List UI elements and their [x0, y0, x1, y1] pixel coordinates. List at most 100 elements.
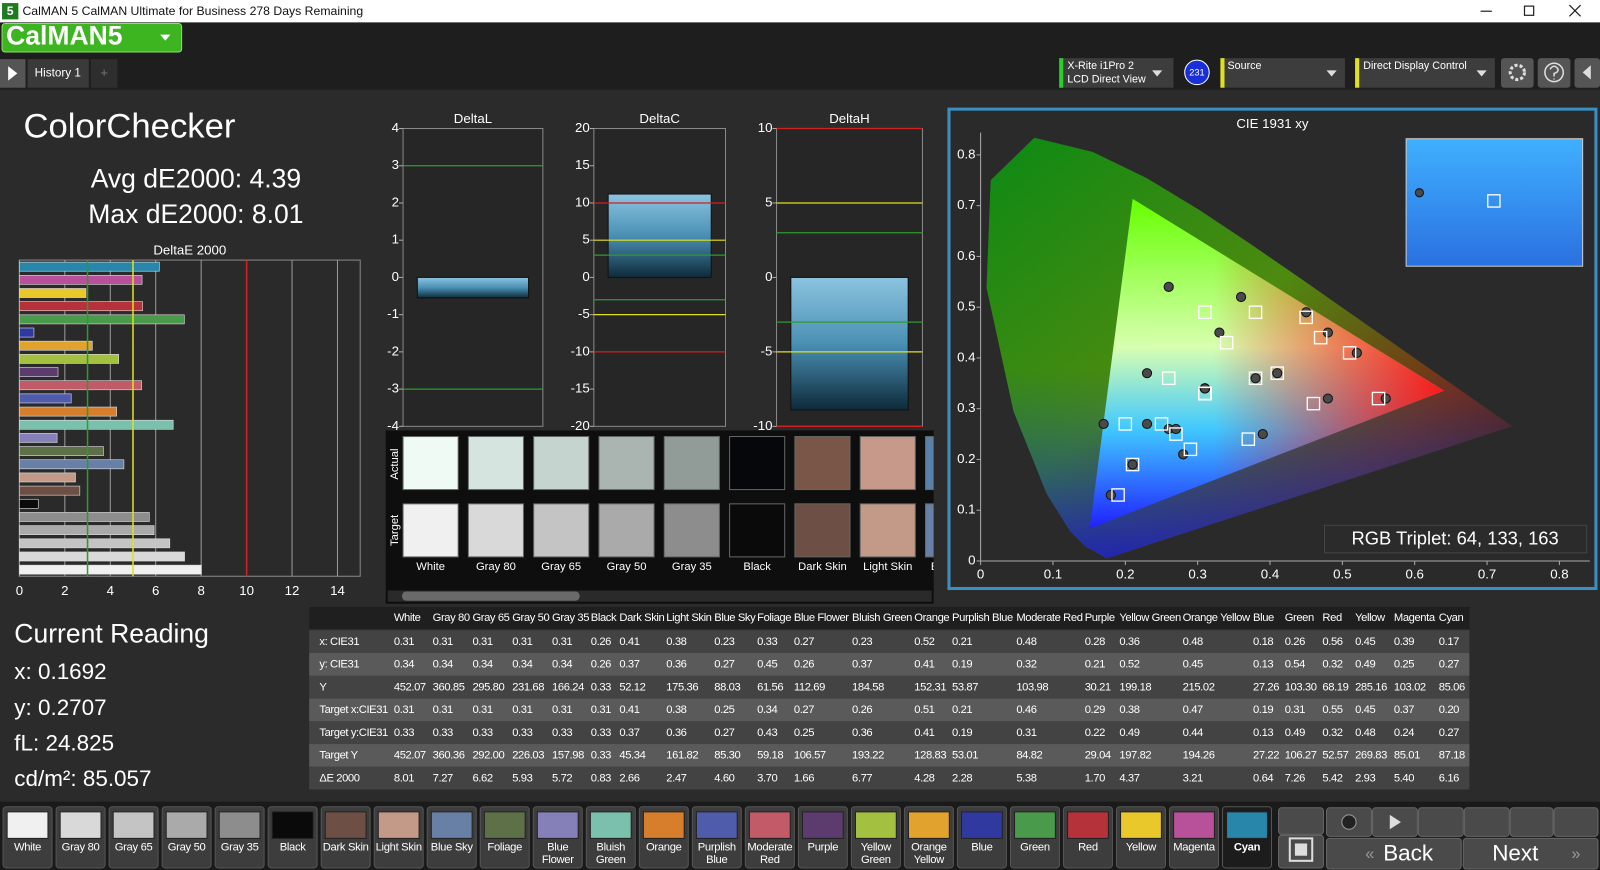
table-cell: 0.37 — [852, 659, 872, 671]
swatch-name: Gray 65 — [541, 561, 581, 573]
actual-swatch — [729, 436, 786, 491]
column-header: Blue — [1253, 612, 1274, 624]
source-selector[interactable] — [1220, 58, 1345, 88]
table-cell: 0.31 — [394, 704, 414, 716]
target-point — [1342, 346, 1357, 360]
table-cell: 0.23 — [852, 636, 872, 648]
pause-button[interactable] — [1278, 807, 1324, 835]
close-button[interactable] — [1568, 4, 1582, 17]
column-header: White — [394, 612, 421, 624]
target-point — [1219, 335, 1234, 350]
next-button[interactable] — [1462, 837, 1599, 870]
table-cell: 84.82 — [1016, 750, 1042, 762]
scrollbar[interactable] — [387, 590, 932, 602]
display-selector[interactable] — [1355, 58, 1495, 88]
bar — [19, 406, 117, 417]
bar — [19, 485, 81, 496]
actual-swatch — [925, 436, 934, 491]
annotation-box — [1323, 524, 1588, 554]
target-point — [1118, 417, 1133, 431]
table-cell: 0.33 — [472, 727, 492, 739]
check-button[interactable] — [1553, 807, 1599, 837]
read-series-button[interactable] — [1417, 807, 1464, 837]
table-cell: 85.30 — [714, 750, 740, 762]
table-cell: 0.34 — [757, 704, 777, 716]
add-tab-button[interactable] — [90, 59, 118, 88]
target-label: Target — [389, 514, 401, 546]
maximize-button[interactable] — [1523, 5, 1535, 16]
table-cell: 0.31 — [1016, 727, 1036, 739]
column-header: Moderate Red — [1016, 612, 1082, 624]
bar — [19, 380, 142, 391]
target-point — [1313, 330, 1328, 345]
table-cell: 360.36 — [433, 750, 465, 762]
table-cell: 295.80 — [472, 682, 504, 694]
column-header: Purplish Blue — [952, 612, 1013, 624]
bar — [19, 525, 155, 536]
target-swatch — [663, 503, 720, 558]
column-header: Magenta — [1394, 612, 1436, 624]
bar — [19, 446, 104, 456]
column-header: Gray 35 — [552, 612, 589, 624]
dropdown-arrow — [1152, 70, 1163, 77]
table-cell: 0.64 — [1253, 772, 1273, 784]
chart-title: DeltaL — [454, 111, 492, 126]
patch-swatch — [483, 811, 526, 839]
patch-label: Dark Skin — [323, 842, 369, 854]
column-header: Orange — [914, 612, 949, 624]
max-de: Max dE2000: 8.01 — [88, 199, 303, 229]
tab-label: History 1 — [35, 67, 81, 80]
y-tick-label: -4 — [387, 418, 399, 433]
app-icon — [2, 3, 19, 20]
scrollbar-thumb[interactable] — [402, 591, 580, 601]
column-header: Dark Skin — [619, 612, 664, 624]
table-cell: 269.83 — [1355, 750, 1387, 762]
y-tick-label: 0 — [968, 552, 975, 567]
table-cell: 0.32 — [1322, 659, 1342, 671]
table-cell: 0.52 — [1119, 659, 1139, 671]
bar — [607, 193, 712, 278]
table-cell: 0.43 — [757, 727, 777, 739]
patch-swatch — [1067, 811, 1109, 839]
y-tick-label: 15 — [575, 157, 590, 172]
table-cell: 0.49 — [1119, 727, 1139, 739]
y-tick-label: 10 — [575, 194, 590, 209]
bar — [19, 367, 59, 377]
patch-swatch — [271, 811, 314, 839]
column-header: Blue Sky — [714, 612, 756, 624]
patch-label: Yellow — [1126, 842, 1157, 854]
table-cell: 0.19 — [952, 727, 972, 739]
measured-point — [1257, 428, 1268, 440]
bar — [19, 340, 93, 351]
bar — [19, 354, 119, 364]
table-cell: 0.26 — [794, 659, 814, 671]
bar — [19, 564, 202, 575]
back-button[interactable] — [1326, 837, 1462, 870]
chart-title: CIE 1931 xy — [1236, 116, 1309, 131]
table-cell: 0.19 — [952, 659, 972, 671]
next-label: Next — [1492, 841, 1539, 866]
patch-label: Yellow Green — [861, 842, 892, 866]
row-label: Target x:CIE31 — [319, 704, 388, 716]
column-header: Yellow — [1355, 612, 1386, 624]
measured-point — [1105, 489, 1116, 501]
logo-button[interactable] — [1, 22, 183, 53]
target-point — [1169, 427, 1183, 441]
tab[interactable] — [27, 59, 89, 88]
table-cell: 3.21 — [1183, 772, 1203, 784]
table-cell: 5.40 — [1394, 772, 1414, 784]
play-icon — [8, 66, 18, 81]
y-tick-label: 4 — [392, 120, 399, 135]
table-cell: 0.54 — [1285, 659, 1305, 671]
y-tick-label: 0.3 — [957, 400, 975, 415]
settings-button[interactable] — [1501, 58, 1534, 88]
sync-button[interactable] — [1509, 807, 1554, 837]
x-tick-label: 0 — [977, 567, 984, 582]
row-label: ΔE 2000 — [319, 772, 359, 784]
continuous-button[interactable] — [1463, 807, 1510, 837]
help-icon — [1544, 62, 1565, 83]
y-tick-label: 5 — [765, 194, 772, 209]
bar — [19, 538, 171, 549]
table-row — [309, 698, 1470, 722]
y-tick-label: 0 — [765, 269, 772, 284]
